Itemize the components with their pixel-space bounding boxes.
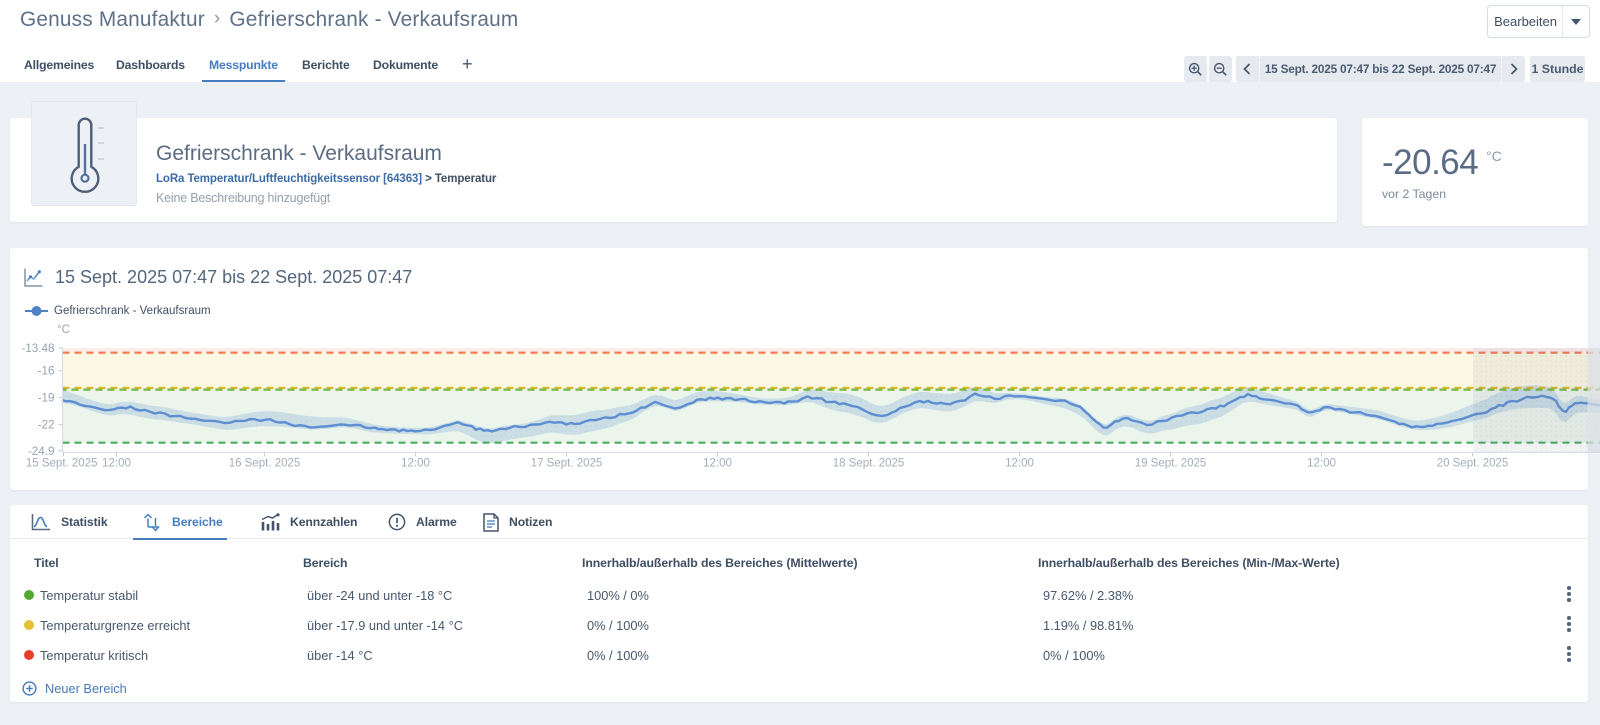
svg-text:12:00: 12:00 (102, 458, 131, 470)
svg-text:12:00: 12:00 (401, 458, 430, 470)
svg-text:12:00: 12:00 (1307, 458, 1336, 470)
svg-text:12:00: 12:00 (703, 458, 732, 470)
svg-text:-13.48: -13.48 (21, 342, 54, 355)
svg-text:18 Sept. 2025: 18 Sept. 2025 (833, 458, 905, 470)
svg-text:16 Sept. 2025: 16 Sept. 2025 (229, 458, 301, 470)
svg-text:15 Sept. 2025: 15 Sept. 2025 (26, 458, 98, 470)
svg-text:17 Sept. 2025: 17 Sept. 2025 (531, 458, 603, 470)
svg-text:19 Sept. 2025: 19 Sept. 2025 (1135, 458, 1207, 470)
svg-text:-24.9: -24.9 (28, 445, 55, 458)
svg-text:12:00: 12:00 (1005, 458, 1034, 470)
svg-text:20 Sept. 2025: 20 Sept. 2025 (1437, 458, 1509, 470)
svg-text:-22: -22 (38, 419, 55, 432)
svg-text:-16: -16 (38, 365, 55, 378)
svg-text:-19: -19 (38, 392, 55, 405)
